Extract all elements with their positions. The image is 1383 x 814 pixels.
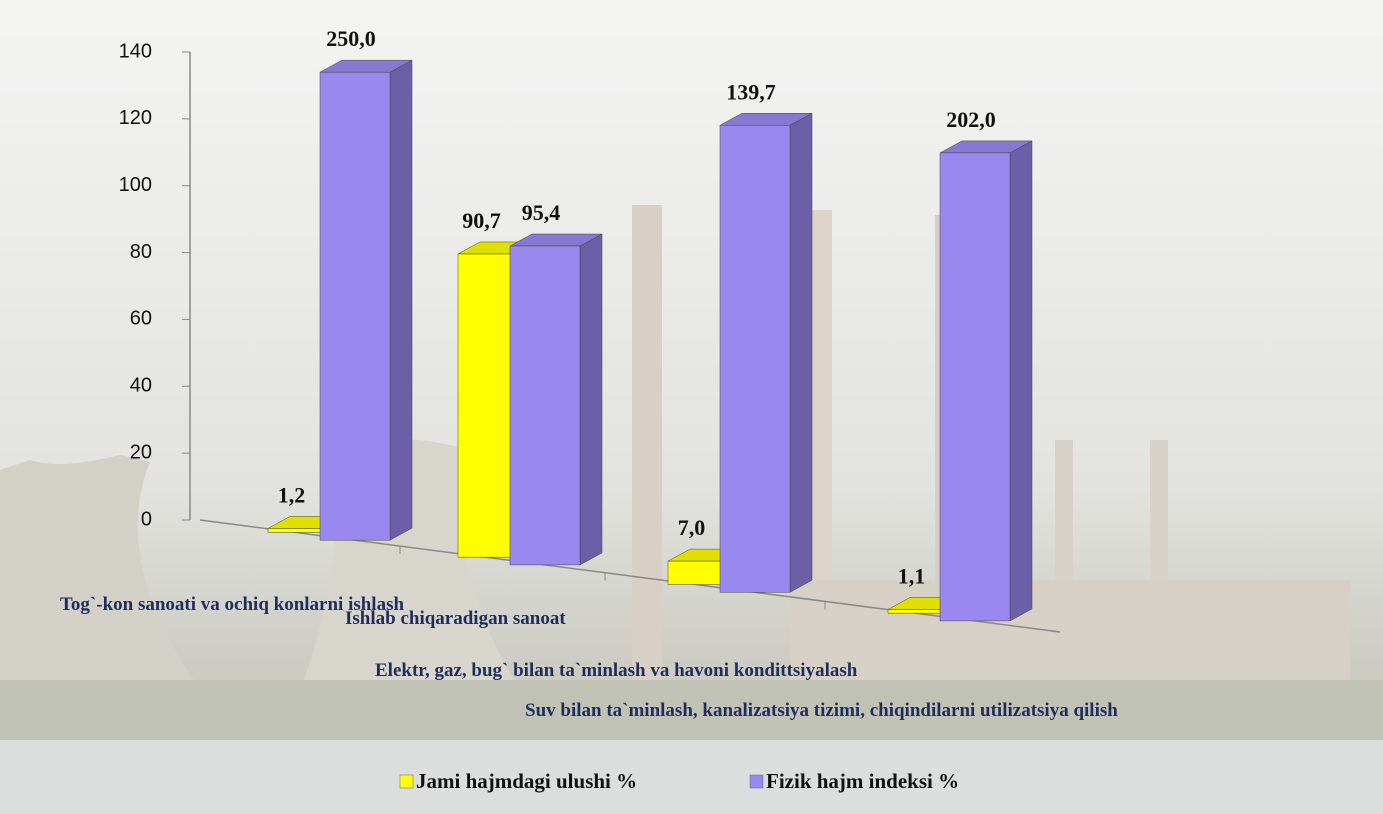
- bar-front: [457, 253, 514, 558]
- bar: [319, 59, 413, 541]
- y-tick-label: 40: [130, 375, 152, 397]
- x-tick-label: Suv bilan ta`minlash, kanalizatsiya tizi…: [525, 700, 1118, 721]
- value-label: 90,7: [462, 208, 501, 233]
- bar: [509, 233, 603, 566]
- bar-front: [319, 71, 391, 541]
- bar-side: [389, 59, 413, 541]
- value-label: 7,0: [678, 515, 706, 540]
- legend-marker: [399, 774, 414, 789]
- legend-label: Fizik hajm indeksi %: [766, 769, 959, 793]
- y-tick-label: 60: [130, 308, 152, 330]
- value-label: 95,4: [522, 200, 561, 225]
- value-label: 202,0: [946, 107, 996, 132]
- bar-front: [939, 152, 1011, 622]
- y-tick-label: 80: [130, 241, 152, 263]
- bar-front: [887, 609, 944, 614]
- value-label: 139,7: [726, 79, 776, 104]
- y-tick-label: 120: [119, 107, 152, 129]
- bar: [719, 112, 813, 593]
- bar-side: [579, 233, 603, 566]
- bar-front: [719, 125, 791, 593]
- legend-label: Jami hajmdagi ulushi %: [416, 769, 637, 793]
- legend-marker: [749, 774, 764, 789]
- y-tick-label: 100: [119, 174, 152, 196]
- value-label: 1,2: [278, 482, 306, 507]
- y-tick-label: 0: [141, 508, 152, 530]
- y-tick-label: 20: [130, 441, 152, 463]
- y-tick-label: 140: [119, 40, 152, 62]
- bar-side: [789, 112, 813, 593]
- bar-side: [1009, 140, 1033, 622]
- bar-front: [267, 528, 324, 533]
- value-label: 1,1: [898, 563, 926, 588]
- bar-front: [509, 245, 581, 566]
- bar: [939, 140, 1033, 622]
- x-tick-label: Elektr, gaz, bug` bilan ta`minlash va ha…: [375, 660, 858, 681]
- value-label: 250,0: [326, 26, 376, 51]
- bar-front: [667, 560, 724, 585]
- x-tick-label: Tog`-kon sanoati va ochiq konlarni ishla…: [60, 594, 404, 615]
- x-tick-label: Ishlab chiqaradigan sanoat: [345, 608, 566, 629]
